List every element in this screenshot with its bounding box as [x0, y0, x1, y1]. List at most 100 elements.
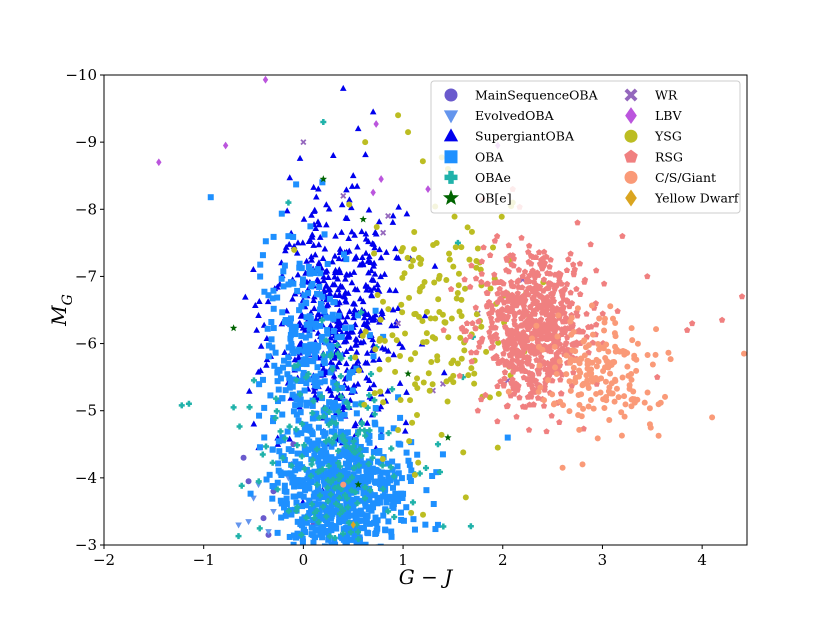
- data-point: [355, 367, 362, 374]
- data-point: [367, 458, 374, 465]
- data-point: [614, 307, 621, 314]
- data-point: [328, 508, 335, 515]
- data-point: [339, 384, 346, 391]
- data-point: [354, 357, 362, 364]
- data-point: [331, 252, 339, 259]
- data-point: [362, 499, 369, 506]
- data-point: [334, 286, 342, 293]
- data-point: [475, 318, 482, 325]
- data-point: [346, 196, 353, 203]
- data-point: [352, 335, 360, 342]
- data-point: [334, 275, 342, 282]
- data-point: [473, 258, 480, 265]
- data-point: [307, 315, 314, 322]
- data-point: [498, 307, 505, 314]
- data-point: [370, 449, 377, 456]
- data-point: [372, 466, 379, 473]
- data-point: [539, 265, 546, 272]
- data-point: [301, 387, 308, 394]
- data-point: [285, 233, 292, 240]
- data-point: [277, 375, 284, 382]
- legend-item: YSG: [624, 129, 682, 144]
- data-point: [590, 405, 597, 412]
- data-point: [325, 273, 332, 280]
- data-point: [318, 336, 325, 343]
- data-point: [311, 509, 318, 516]
- data-point: [576, 426, 583, 433]
- data-point: [275, 386, 282, 393]
- data-point: [323, 508, 330, 515]
- data-point: [557, 390, 565, 397]
- data-point: [335, 403, 342, 410]
- data-point: [397, 441, 404, 448]
- data-point: [539, 346, 546, 353]
- data-point: [405, 129, 412, 136]
- data-point: [596, 315, 603, 322]
- data-point: [487, 251, 494, 258]
- data-point: [456, 308, 463, 315]
- data-point: [287, 315, 294, 322]
- data-point: [338, 485, 345, 492]
- data-point: [365, 269, 372, 276]
- data-point: [314, 481, 321, 488]
- data-point: [511, 317, 518, 324]
- data-point: [567, 359, 574, 366]
- data-point: [321, 231, 328, 238]
- data-point: [321, 405, 328, 412]
- legend-item: RSG: [624, 149, 683, 164]
- data-point: [287, 380, 294, 387]
- data-point: [511, 310, 518, 317]
- data-point: [513, 413, 520, 420]
- data-point: [438, 431, 445, 438]
- data-point: [350, 314, 357, 321]
- data-point: [457, 334, 464, 341]
- data-point: [525, 291, 532, 298]
- data-point: [359, 254, 366, 261]
- data-point: [314, 266, 321, 273]
- data-point: [559, 464, 566, 471]
- data-point: [365, 476, 372, 483]
- legend-label: C/S/Giant: [655, 170, 716, 185]
- data-point: [333, 467, 340, 474]
- data-point: [292, 467, 299, 474]
- data-point: [303, 425, 310, 432]
- data-point: [263, 476, 270, 483]
- data-point: [450, 379, 457, 386]
- data-point: [350, 497, 357, 504]
- data-point: [655, 401, 662, 408]
- data-point: [353, 524, 360, 531]
- data-point: [561, 309, 568, 316]
- data-point: [380, 333, 387, 340]
- data-point: [263, 443, 270, 450]
- data-point: [309, 410, 316, 417]
- data-point: [390, 473, 397, 480]
- data-point: [458, 313, 465, 320]
- data-point: [580, 405, 587, 412]
- data-point: [297, 391, 304, 398]
- legend-item: OBA: [444, 149, 504, 164]
- data-point: [646, 421, 653, 428]
- data-point: [296, 154, 304, 161]
- data-point: [458, 296, 465, 303]
- data-point: [340, 507, 347, 514]
- data-point: [428, 359, 435, 366]
- legend-label: YSG: [654, 129, 682, 144]
- data-point: [328, 391, 336, 398]
- data-point: [330, 379, 337, 386]
- data-point: [277, 497, 284, 504]
- data-point: [363, 359, 371, 366]
- data-point: [399, 245, 406, 252]
- data-point: [352, 354, 359, 361]
- x-tick-label: 1: [398, 551, 408, 569]
- data-point: [597, 389, 604, 396]
- data-point: [299, 420, 306, 427]
- data-point: [336, 490, 343, 497]
- data-point: [268, 336, 275, 343]
- data-point: [570, 268, 578, 275]
- data-point: [365, 429, 372, 436]
- data-point: [278, 275, 285, 282]
- data-point: [285, 199, 292, 206]
- data-point: [337, 373, 344, 380]
- data-point: [311, 452, 318, 459]
- data-point: [350, 484, 357, 491]
